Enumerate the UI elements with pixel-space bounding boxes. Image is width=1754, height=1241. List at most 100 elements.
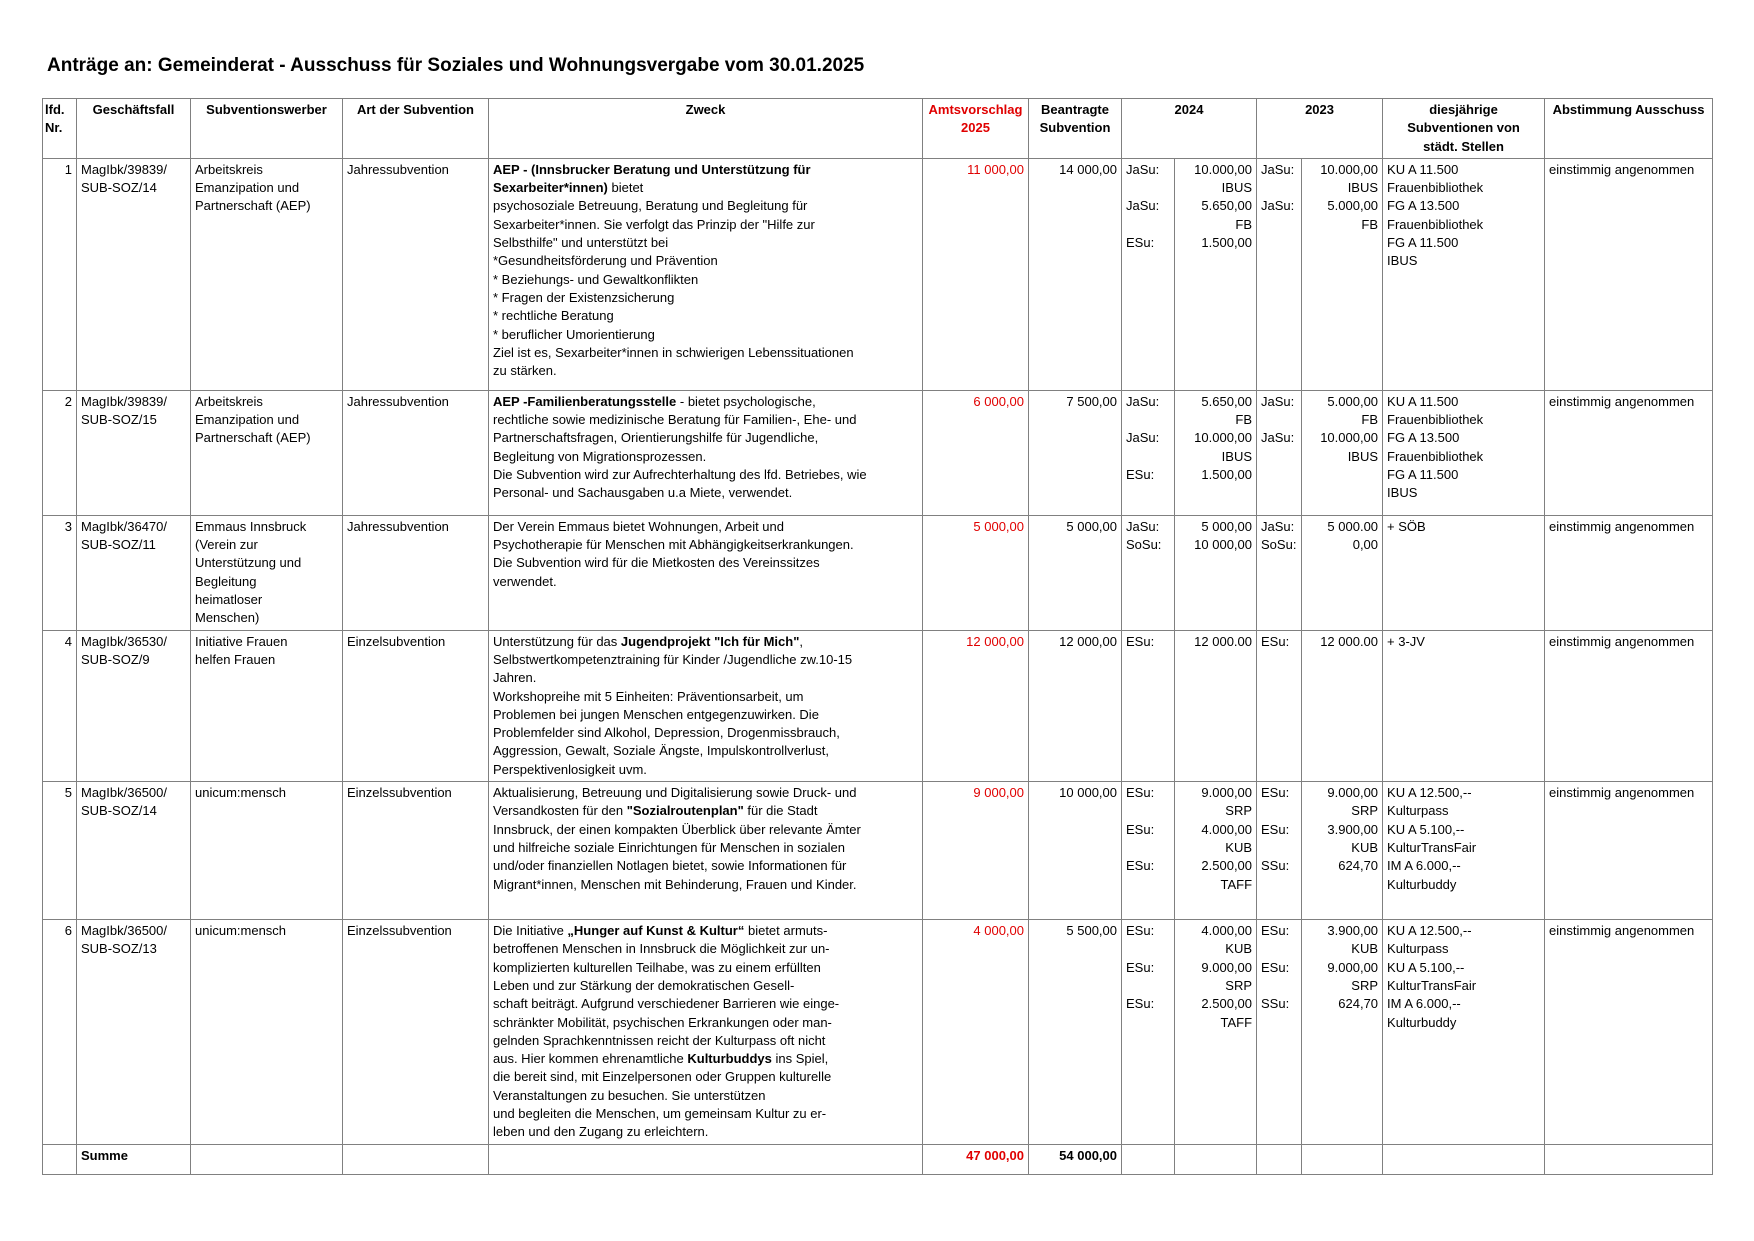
cell-2023-value: 3.900,00 KUB 9.000,00 SRP 624,70 bbox=[1301, 919, 1384, 1145]
cell-beantragt: 5 500,00 bbox=[1028, 919, 1122, 1145]
cell-amtsvorschlag: 9 000,00 bbox=[922, 781, 1029, 921]
cell-beantragt: 12 000,00 bbox=[1028, 629, 1122, 783]
cell-2023-label bbox=[1256, 1143, 1303, 1175]
cell-subventionswerber: unicum:mensch bbox=[190, 781, 343, 921]
cell-2023-value: 9.000,00 SRP 3.900,00 KUB 624,70 bbox=[1301, 781, 1384, 921]
cell-abstimmung: einstimmig angenommen bbox=[1544, 919, 1714, 1145]
cell-subventionswerber: Initiative Frauen helfen Frauen bbox=[190, 629, 343, 783]
cell-geschaeftsfall: MagIbk/36500/ SUB-SOZ/14 bbox=[76, 781, 191, 921]
cell-amtsvorschlag: 11 000,00 bbox=[922, 157, 1029, 391]
cell-art: Einzelssubvention bbox=[342, 781, 489, 921]
cell-beantragt: 10 000,00 bbox=[1028, 781, 1122, 921]
cell-art: Einzelsubvention bbox=[342, 629, 489, 783]
summe-row: Summe 47 000,00 54 000,00 bbox=[42, 1143, 1714, 1175]
summe-beantragt: 54 000,00 bbox=[1028, 1143, 1122, 1175]
cell-2023-value: 12 000.00 bbox=[1301, 629, 1384, 783]
cell-2024-value: 4.000,00 KUB 9.000,00 SRP 2.500,00 TAFF bbox=[1173, 919, 1258, 1145]
cell-abstimmung: einstimmig angenommen bbox=[1544, 514, 1714, 631]
summe-amtsvorschlag: 47 000,00 bbox=[922, 1143, 1029, 1175]
table-row: 1 MagIbk/39839/ SUB-SOZ/14 Arbeitskreis Em… bbox=[42, 157, 1714, 391]
cell-2024-label bbox=[1121, 1143, 1175, 1175]
cell-2024-label: ESu: ESu: ESu: bbox=[1121, 919, 1175, 1145]
col-header-2023: 2023 bbox=[1256, 98, 1384, 159]
cell-amtsvorschlag: 5 000,00 bbox=[922, 514, 1029, 631]
cell-subventionswerber: unicum:mensch bbox=[190, 919, 343, 1145]
cell-zweck: Aktualisierung, Betreuung und Digitalisi… bbox=[488, 781, 923, 921]
page-title: Anträge an: Gemeinderat - Ausschuss für … bbox=[47, 55, 865, 76]
cell-zweck: Die Initiative „Hunger auf Kunst & Kultu… bbox=[488, 919, 923, 1145]
cell-art: Einzelssubvention bbox=[342, 919, 489, 1145]
cell-nr: 3 bbox=[42, 514, 77, 631]
cell-2023-label: ESu: bbox=[1256, 629, 1303, 783]
table-row: 4 MagIbk/36530/ SUB-SOZ/9 Initiative Fraue… bbox=[42, 629, 1714, 783]
col-header-2024: 2024 bbox=[1120, 98, 1258, 159]
table-row: 6 MagIbk/36500/ SUB-SOZ/13 unicum:mensch Ei… bbox=[42, 919, 1714, 1145]
cell-subventionswerber bbox=[190, 1143, 343, 1175]
cell-subventionswerber: Arbeitskreis Emanzipation und Partnersch… bbox=[190, 389, 343, 516]
cell-2023-value bbox=[1301, 1143, 1384, 1175]
cell-diesjaehrig: KU A 12.500,-- Kulturpass KU A 5.100,-- … bbox=[1382, 919, 1546, 1145]
cell-2024-label: JaSu: JaSu: ESu: bbox=[1121, 389, 1175, 516]
cell-diesjaehrig: KU A 11.500 Frauenbibliothek FG A 13.500… bbox=[1382, 157, 1546, 391]
cell-diesjaehrig bbox=[1382, 1143, 1546, 1175]
cell-2024-value: 9.000,00 SRP 4.000,00 KUB 2.500,00 TAFF bbox=[1173, 781, 1258, 921]
table-header: lfd. Nr. Geschäftsfall Subventionswerber… bbox=[42, 98, 1714, 159]
col-header-abstimmung: Abstimmung Ausschuss bbox=[1544, 98, 1714, 159]
cell-nr bbox=[42, 1143, 77, 1175]
cell-2023-label: JaSu: JaSu: bbox=[1256, 157, 1303, 391]
col-header-subventionswerber: Subventionswerber bbox=[190, 98, 343, 159]
cell-beantragt: 5 000,00 bbox=[1028, 514, 1122, 631]
cell-2023-label: ESu: ESu: SSu: bbox=[1256, 781, 1303, 921]
cell-2024-label: ESu: bbox=[1121, 629, 1175, 783]
cell-zweck: Der Verein Emmaus bietet Wohnungen, Arbe… bbox=[488, 514, 923, 631]
col-header-amtsvorschlag: Amtsvorschlag 2025 bbox=[922, 98, 1029, 159]
col-header-diesjaehrig: diesjährige Subventionen von städt. Stel… bbox=[1382, 98, 1546, 159]
table-row: 3 MagIbk/36470/ SUB-SOZ/11 Emmaus Innsbruc… bbox=[42, 514, 1714, 631]
cell-geschaeftsfall: MagIbk/39839/ SUB-SOZ/14 bbox=[76, 157, 191, 391]
cell-2024-value: 5 000,00 10 000,00 bbox=[1173, 514, 1258, 631]
cell-art bbox=[342, 1143, 489, 1175]
cell-amtsvorschlag: 4 000,00 bbox=[922, 919, 1029, 1145]
header-row: lfd. Nr. Geschäftsfall Subventionswerber… bbox=[42, 98, 1714, 159]
cell-subventionswerber: Emmaus Innsbruck (Verein zur Unterstützu… bbox=[190, 514, 343, 631]
cell-nr: 5 bbox=[42, 781, 77, 921]
cell-beantragt: 14 000,00 bbox=[1028, 157, 1122, 391]
cell-2024-label: JaSu: JaSu: ESu: bbox=[1121, 157, 1175, 391]
cell-subventionswerber: Arbeitskreis Emanzipation und Partnersch… bbox=[190, 157, 343, 391]
cell-abstimmung bbox=[1544, 1143, 1714, 1175]
cell-diesjaehrig: + SÖB bbox=[1382, 514, 1546, 631]
cell-nr: 1 bbox=[42, 157, 77, 391]
cell-geschaeftsfall: MagIbk/39839/ SUB-SOZ/15 bbox=[76, 389, 191, 516]
subsidy-table: lfd. Nr. Geschäftsfall Subventionswerber… bbox=[42, 98, 1714, 1175]
cell-geschaeftsfall: MagIbk/36530/ SUB-SOZ/9 bbox=[76, 629, 191, 783]
cell-2023-value: 5.000,00 FB 10.000,00 IBUS bbox=[1301, 389, 1384, 516]
col-header-nr: lfd. Nr. bbox=[42, 98, 77, 159]
cell-2023-label: ESu: ESu: SSu: bbox=[1256, 919, 1303, 1145]
cell-nr: 2 bbox=[42, 389, 77, 516]
cell-amtsvorschlag: 12 000,00 bbox=[922, 629, 1029, 783]
cell-art: Jahressubvention bbox=[342, 157, 489, 391]
cell-2024-value: 5.650,00 FB 10.000,00 IBUS 1.500,00 bbox=[1173, 389, 1258, 516]
cell-zweck: AEP - (Innsbrucker Beratung und Unterstü… bbox=[488, 157, 923, 391]
summe-label: Summe bbox=[76, 1143, 191, 1175]
table-footer: Summe 47 000,00 54 000,00 bbox=[42, 1143, 1714, 1175]
cell-2023-label: JaSu: JaSu: bbox=[1256, 389, 1303, 516]
cell-diesjaehrig: KU A 11.500 Frauenbibliothek FG A 13.500… bbox=[1382, 389, 1546, 516]
cell-2024-label: JaSu: SoSu: bbox=[1121, 514, 1175, 631]
col-header-art: Art der Subvention bbox=[342, 98, 489, 159]
col-header-geschaeftsfall: Geschäftsfall bbox=[76, 98, 191, 159]
cell-2023-value: 5 000.00 0,00 bbox=[1301, 514, 1384, 631]
cell-abstimmung: einstimmig angenommen bbox=[1544, 157, 1714, 391]
col-header-zweck: Zweck bbox=[488, 98, 923, 159]
cell-beantragt: 7 500,00 bbox=[1028, 389, 1122, 516]
cell-2023-label: JaSu: SoSu: bbox=[1256, 514, 1303, 631]
cell-amtsvorschlag: 6 000,00 bbox=[922, 389, 1029, 516]
cell-diesjaehrig: KU A 12.500,-- Kulturpass KU A 5.100,-- … bbox=[1382, 781, 1546, 921]
col-header-beantragt: Beantragte Subvention bbox=[1028, 98, 1122, 159]
table-row: 2 MagIbk/39839/ SUB-SOZ/15 Arbeitskreis Em… bbox=[42, 389, 1714, 516]
cell-art: Jahressubvention bbox=[342, 389, 489, 516]
cell-2024-value bbox=[1173, 1143, 1258, 1175]
cell-abstimmung: einstimmig angenommen bbox=[1544, 781, 1714, 921]
cell-zweck: Unterstützung für das Jugendprojekt "Ich… bbox=[488, 629, 923, 783]
